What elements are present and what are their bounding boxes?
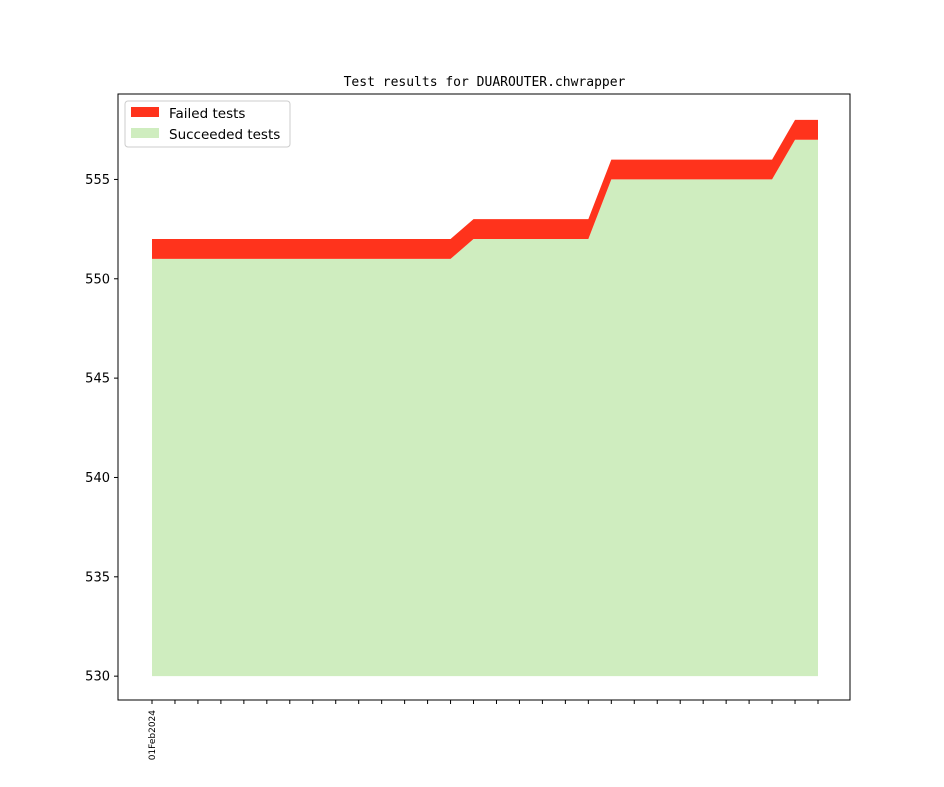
legend-box bbox=[124, 100, 291, 148]
y-tick-label: 530 bbox=[85, 670, 110, 685]
y-tick-label: 535 bbox=[85, 570, 110, 585]
y-tick-label: 550 bbox=[85, 272, 110, 287]
legend-swatch-failed bbox=[131, 107, 159, 117]
chart-title: Test results for DUAROUTER.chwrapper bbox=[344, 75, 626, 90]
y-tick-label: 555 bbox=[85, 173, 110, 188]
legend-label-succeeded: Succeeded tests bbox=[169, 127, 280, 143]
axes: 530 535 540 545 550 555 01Feb2024 bbox=[85, 93, 851, 761]
series-area-succeeded bbox=[152, 139, 818, 677]
legend-swatch-succeeded bbox=[131, 128, 159, 138]
legend: Failed tests Succeeded tests bbox=[124, 100, 291, 148]
axes-frame bbox=[117, 93, 851, 701]
legend-label-failed: Failed tests bbox=[169, 106, 245, 122]
series-area-failed bbox=[152, 119, 818, 259]
y-tick-label: 545 bbox=[85, 372, 110, 387]
plot-area bbox=[152, 119, 818, 677]
x-tick-label: 01Feb2024 bbox=[148, 710, 158, 761]
y-tick-label: 540 bbox=[85, 471, 110, 486]
